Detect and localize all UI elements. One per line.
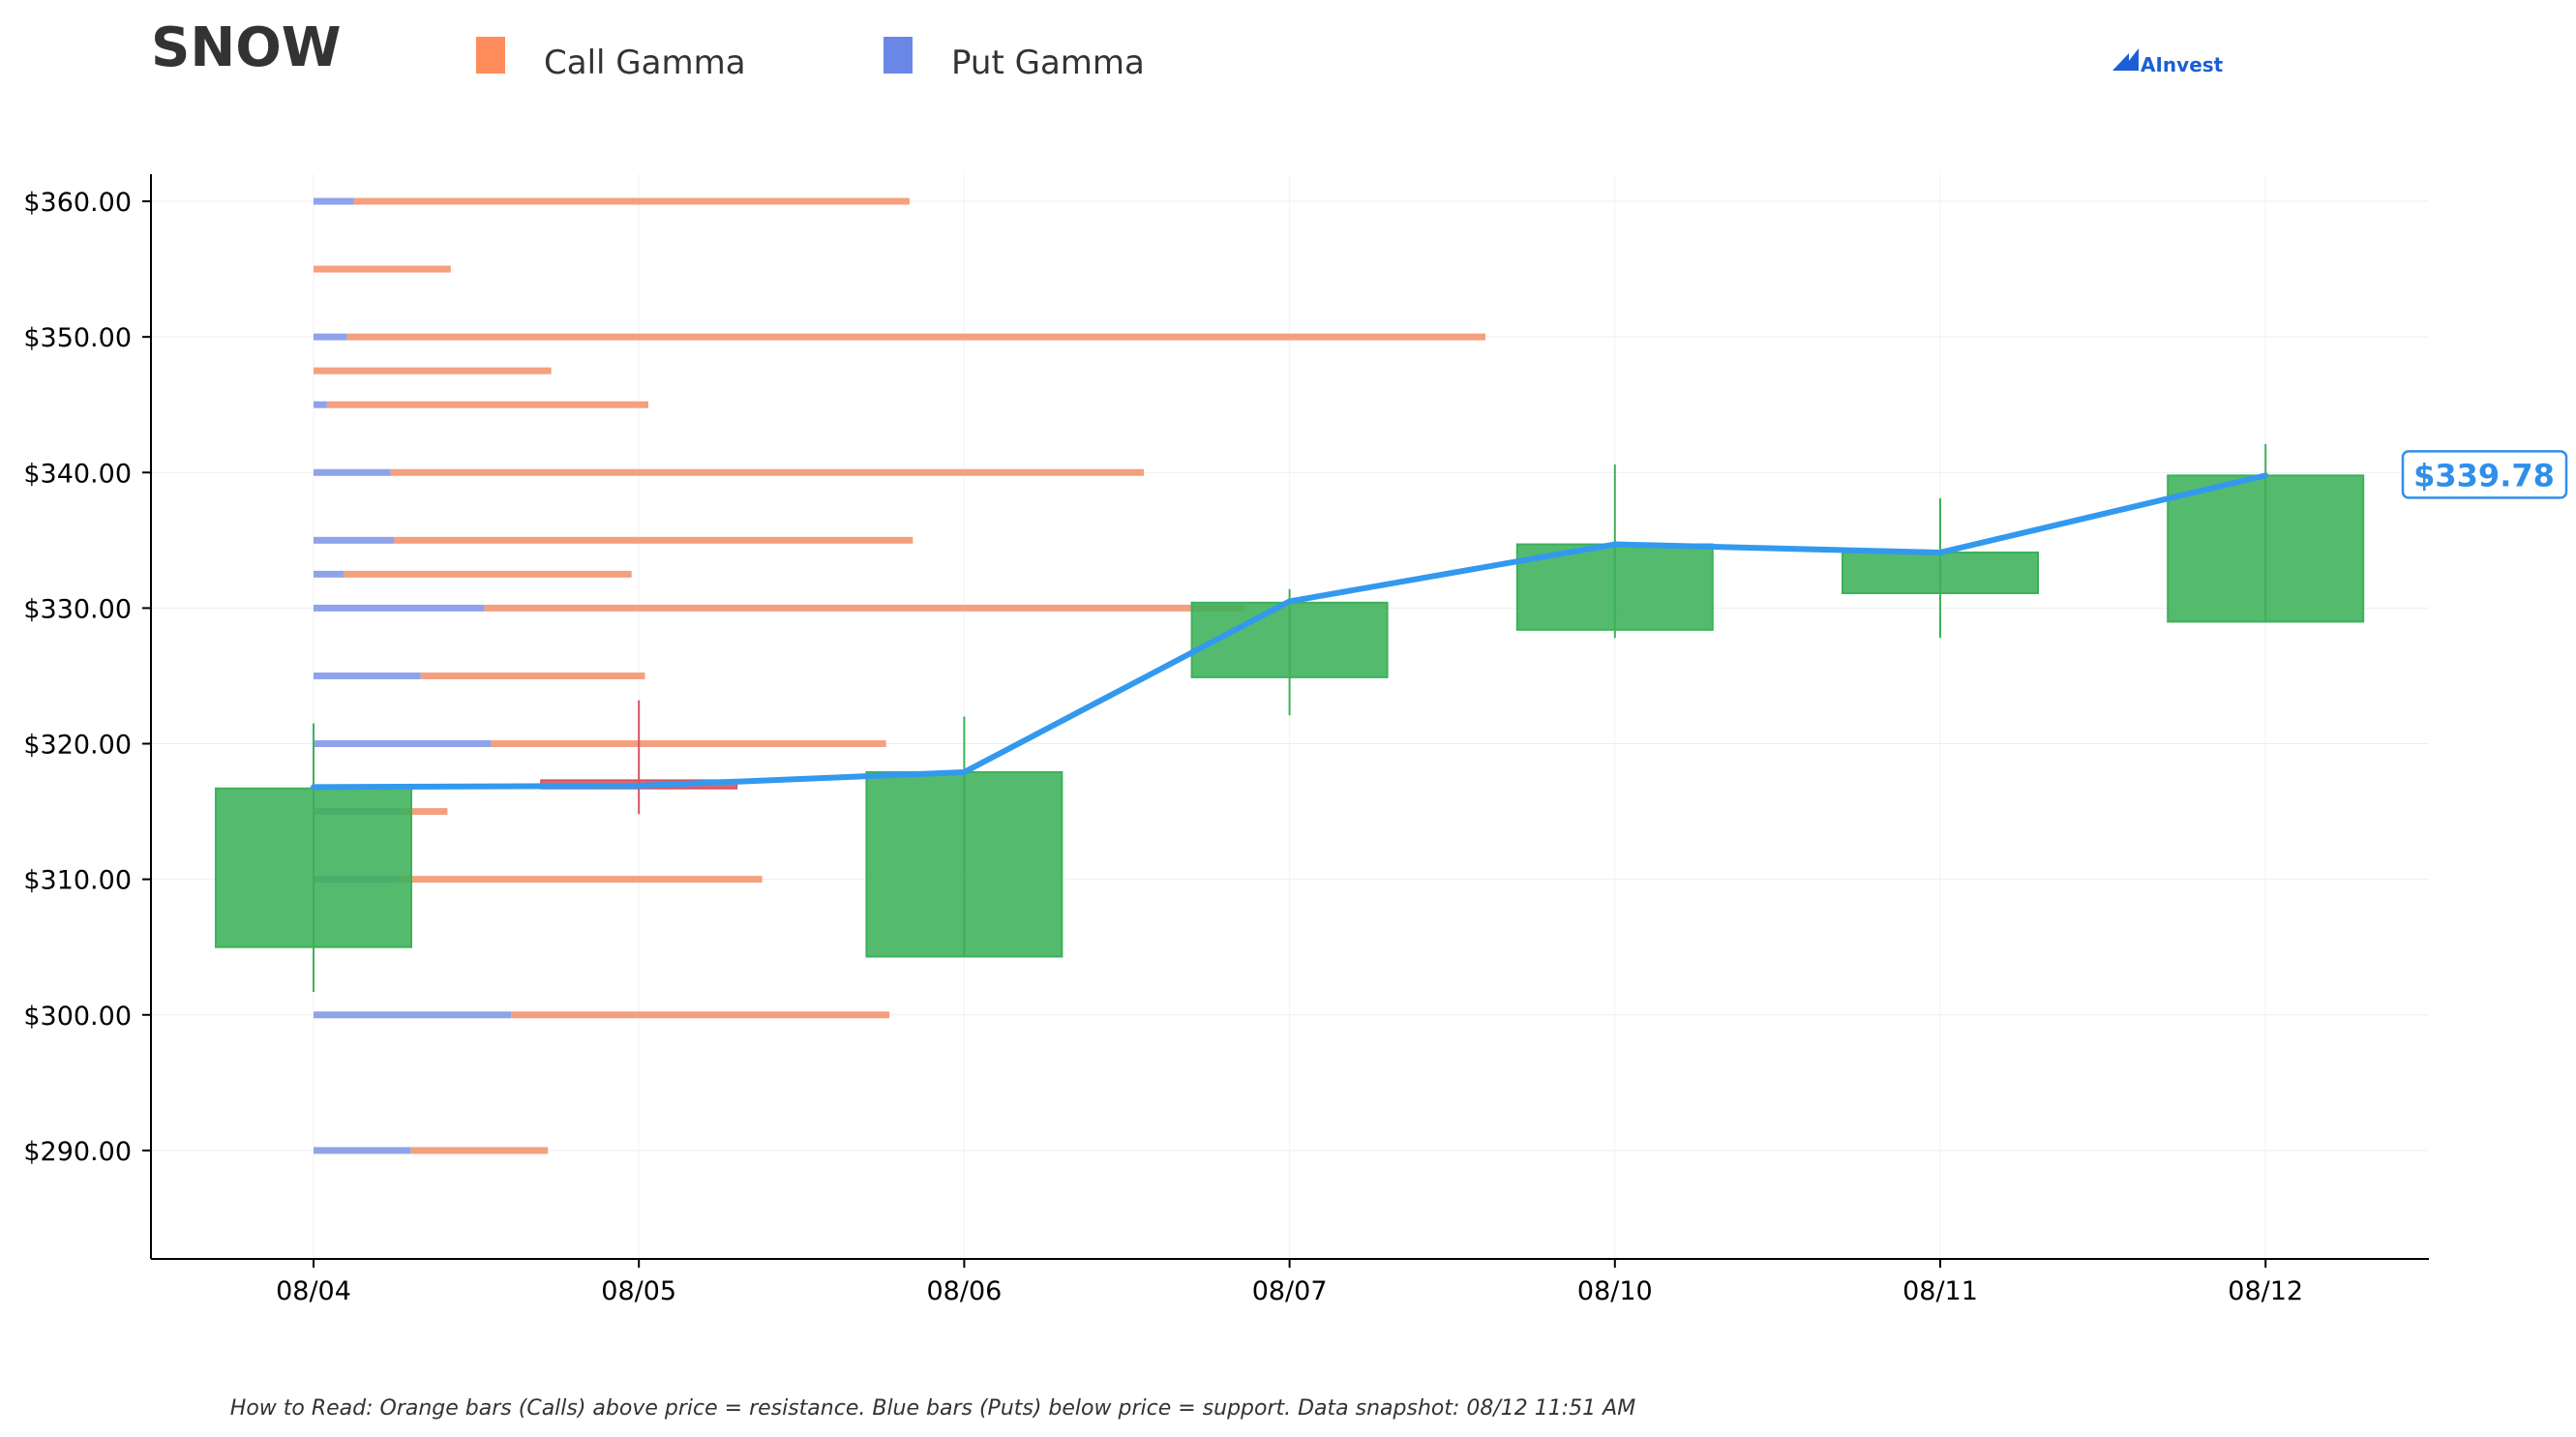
put-gamma-legend-swatch xyxy=(884,37,913,74)
call-gamma-bar xyxy=(511,1011,890,1019)
y-tick-label: $340.00 xyxy=(23,459,132,489)
call-gamma-bar xyxy=(326,401,648,408)
candle-body xyxy=(865,770,1063,958)
call-gamma-bar xyxy=(397,876,763,883)
x-tick-label: 08/04 xyxy=(276,1276,351,1306)
put-gamma-bar xyxy=(314,468,391,476)
call-gamma-bar xyxy=(314,367,552,374)
candle-body xyxy=(2167,474,2365,623)
put-gamma-bar xyxy=(314,536,395,544)
put-gamma-bar xyxy=(314,740,492,748)
candle-body xyxy=(1190,601,1389,678)
last-price-badge-box xyxy=(2401,450,2568,499)
call-gamma-bar xyxy=(346,333,1486,341)
x-tick-label: 08/10 xyxy=(1577,1276,1653,1306)
price-line-path xyxy=(311,472,2269,791)
last-price-badge: $339.78 xyxy=(2401,450,2568,499)
call-gamma-bar xyxy=(420,672,645,679)
call-gamma-bar xyxy=(484,604,1244,612)
x-tick-label: 08/05 xyxy=(601,1276,676,1306)
ainvest-logo-text: AInvest xyxy=(2141,53,2224,76)
y-tick-label: $300.00 xyxy=(23,1002,132,1032)
x-tick-label: 08/11 xyxy=(1902,1276,1978,1306)
put-gamma-bar xyxy=(314,672,421,679)
call-gamma-bar xyxy=(314,265,451,273)
footnote: How to Read: Orange bars (Calls) above p… xyxy=(230,1396,1635,1421)
put-gamma-legend-label: Put Gamma xyxy=(951,44,1145,82)
call-gamma-legend-label: Call Gamma xyxy=(544,44,746,82)
call-gamma-legend-swatch xyxy=(476,37,505,74)
y-tick-label: $320.00 xyxy=(23,731,132,761)
axes: $290.00 $300.00 $310.00 $320.00 $330.00 $340.… xyxy=(23,174,2429,1306)
x-tick-label: 08/07 xyxy=(1252,1276,1328,1306)
y-tick-label: $310.00 xyxy=(23,866,132,896)
call-gamma-bar xyxy=(400,808,448,816)
call-gamma-bar xyxy=(394,536,914,544)
put-gamma-bar xyxy=(314,604,485,612)
put-gamma-bar xyxy=(314,1011,512,1019)
put-gamma-bar xyxy=(314,1147,411,1154)
put-gamma-bar xyxy=(314,333,347,341)
ticker-title: SNOW xyxy=(151,16,342,79)
last-price-label: $339.78 xyxy=(2413,457,2555,494)
candle-body xyxy=(1842,551,2039,594)
x-tick-label: 08/12 xyxy=(2228,1276,2303,1306)
candle-body xyxy=(215,787,412,948)
call-gamma-bar xyxy=(353,197,910,205)
y-tick-label: $290.00 xyxy=(23,1137,132,1167)
candle-body xyxy=(1515,543,1714,631)
ainvest-logo: AInvest xyxy=(2112,48,2224,76)
call-gamma-bar xyxy=(491,740,886,748)
candlesticks xyxy=(215,443,2365,992)
call-gamma-bar xyxy=(390,468,1145,476)
y-tick-label: $330.00 xyxy=(23,594,132,624)
put-gamma-bar xyxy=(314,197,354,205)
put-gamma-bar xyxy=(314,401,327,408)
y-tick-label: $360.00 xyxy=(23,188,132,218)
y-tick-label: $350.00 xyxy=(23,323,132,353)
ainvest-logo-icon xyxy=(2112,48,2139,71)
price-line xyxy=(311,472,2269,791)
put-gamma-bar xyxy=(314,570,344,578)
call-gamma-bar xyxy=(344,570,632,578)
call-gamma-bar xyxy=(410,1147,549,1154)
x-tick-label: 08/06 xyxy=(926,1276,1002,1306)
